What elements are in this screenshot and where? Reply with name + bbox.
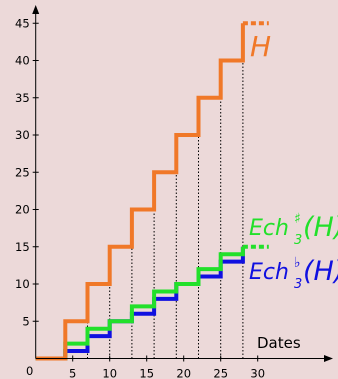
y-tick-label: 15 (15, 240, 30, 254)
tick-labels: 5 10 15 20 25 30 35 40 45 5 10 15 20 25 30 (15, 16, 265, 379)
y-tick-label: 25 (15, 165, 30, 179)
series-lines (35, 21, 269, 361)
series-label-h: H (250, 30, 271, 63)
x-tick-label: 20 (176, 367, 191, 379)
series-label-sub: 3 (294, 277, 302, 292)
axes (32, 5, 333, 362)
y-tick-label: 5 (22, 314, 29, 328)
series-label-sub: 3 (294, 233, 302, 248)
x-axis-label: Dates (257, 334, 301, 352)
y-tick-label: 35 (15, 91, 30, 105)
y-tick-label: 10 (15, 277, 30, 291)
y-tick-label: 30 (15, 128, 30, 142)
x-tick-label: 10 (102, 367, 117, 379)
series-label-sup: ♯ (294, 211, 301, 227)
y-tick-label: 40 (15, 54, 30, 68)
series-label-ech-flat: Ech ♭ 3(H) (249, 255, 338, 292)
x-tick-label: 25 (213, 367, 228, 379)
y-tick-label: 45 (15, 16, 30, 30)
series-line (35, 246, 245, 361)
x-axis-arrow (324, 355, 333, 362)
series-line (35, 246, 245, 361)
series-label-arg: (H) (303, 212, 338, 243)
x-tick-label: 5 (69, 367, 76, 379)
series-label-arg: (H) (303, 256, 338, 287)
series-label-text: Ech (249, 260, 289, 285)
x-tick-label: 15 (139, 367, 154, 379)
x-tick-label: 30 (250, 367, 265, 379)
series-label-text: Ech (249, 216, 289, 241)
series-label-ech-sharp: Ech ♯ 3(H) (249, 211, 338, 248)
y-axis-arrow (32, 5, 40, 14)
origin-label: 0 (26, 364, 33, 378)
y-tick-label: 20 (15, 203, 30, 217)
series-label-sup: ♭ (294, 255, 301, 271)
series-line (35, 23, 245, 361)
